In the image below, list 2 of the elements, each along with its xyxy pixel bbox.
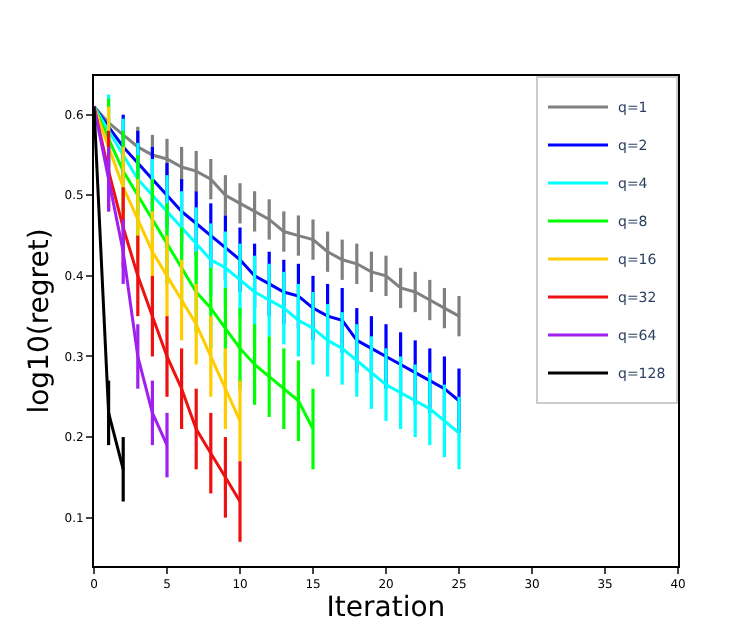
y-axis-title: log10(regret) (23, 228, 56, 414)
x-axis-title: Iteration (326, 592, 446, 625)
